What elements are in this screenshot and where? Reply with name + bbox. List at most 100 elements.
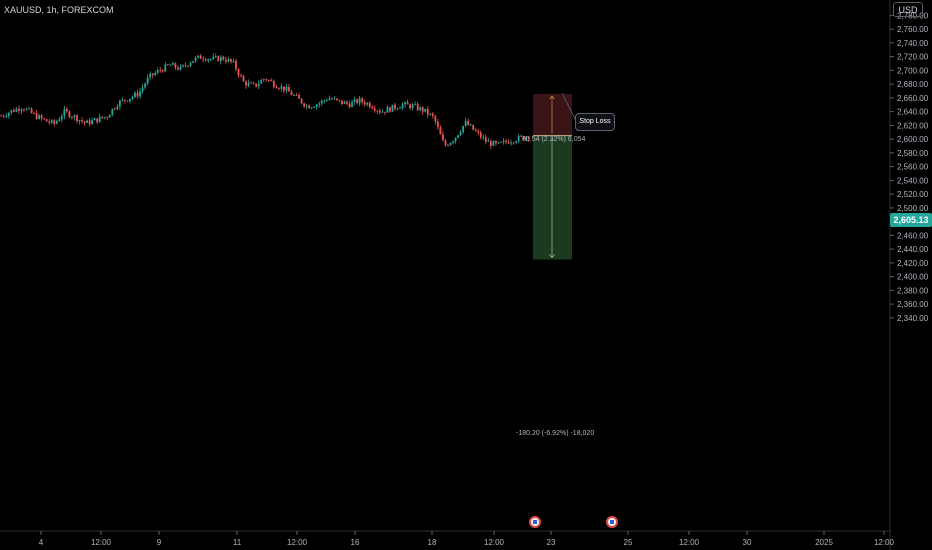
candle-body: [356, 99, 359, 104]
candle-body: [310, 107, 313, 109]
candle-body: [146, 77, 149, 84]
candle-body: [169, 64, 172, 66]
price-tick-label: 2,560.00: [897, 163, 929, 172]
candle-body: [267, 79, 270, 81]
time-tick-label: 30: [743, 538, 752, 547]
candle-body: [454, 137, 457, 142]
candle-body: [149, 73, 152, 78]
candle-body: [136, 92, 139, 97]
candle-body: [144, 83, 147, 88]
candle-body: [116, 106, 119, 109]
price-tick-label: 2,420.00: [897, 259, 929, 268]
candle-body: [336, 98, 338, 100]
candle-body: [12, 110, 15, 112]
time-tick-label: 12:00: [287, 538, 308, 547]
candle-body: [482, 137, 485, 139]
candle-body: [192, 61, 194, 63]
candle-body: [414, 104, 417, 105]
candle-body: [250, 82, 253, 84]
candle-body: [313, 107, 316, 108]
candle-body: [399, 107, 401, 109]
candle-body: [275, 86, 278, 89]
candle-body: [78, 120, 81, 122]
candle-body: [71, 117, 73, 118]
time-tick-label: 25: [624, 538, 633, 547]
price-tick-label: 2,640.00: [897, 108, 929, 117]
price-tick-label: 2,700.00: [897, 66, 929, 75]
candle-body: [242, 75, 245, 82]
time-tick-label: 12:00: [484, 538, 505, 547]
candle-body: [151, 73, 154, 76]
candle-body: [298, 95, 300, 99]
candle-body: [179, 66, 182, 70]
candle-body: [507, 141, 510, 144]
candle-body: [510, 142, 512, 144]
candle-body: [131, 96, 134, 99]
stop-loss-zone[interactable]: [533, 93, 572, 136]
candle-body: [421, 107, 424, 112]
take-profit-zone[interactable]: [533, 135, 572, 260]
price-tick-label: 2,740.00: [897, 39, 929, 48]
price-tick-label: 2,760.00: [897, 25, 929, 34]
candle-body: [391, 104, 394, 112]
candle-body: [63, 108, 66, 117]
candle-body: [58, 119, 61, 122]
candle-body: [404, 102, 406, 105]
candle-body: [439, 127, 442, 135]
candle-body: [525, 136, 528, 140]
flag-us-calendar-icon[interactable]: [529, 516, 541, 528]
candle-body: [348, 103, 351, 108]
candle-body: [230, 59, 232, 62]
candle-body: [164, 64, 167, 72]
candle-body: [325, 100, 328, 102]
candle-body: [197, 55, 200, 58]
candle-body: [396, 108, 399, 110]
price-axis[interactable]: 2,780.00 2,760.00 2,740.00 2,720.00 2,700.00…: [890, 11, 929, 323]
short-position-tool[interactable]: [533, 92, 581, 260]
price-tick-label: 2,720.00: [897, 53, 929, 62]
candle-body: [121, 99, 124, 101]
candle-body: [358, 98, 361, 104]
price-tick-label: 2,620.00: [897, 121, 929, 130]
candle-body: [194, 57, 197, 62]
candle-body: [86, 120, 88, 123]
plot-area[interactable]: [0, 53, 581, 260]
candle-body: [383, 111, 386, 113]
candle-body: [2, 115, 5, 117]
time-tick-label: 12:00: [91, 538, 112, 547]
candle-body: [232, 60, 235, 62]
price-tick-label: 2,500.00: [897, 204, 929, 213]
candle-body: [166, 64, 169, 66]
price-tick-label: 2,400.00: [897, 273, 929, 282]
candle-body: [411, 104, 414, 109]
candle-body: [245, 81, 247, 86]
candle-body: [462, 125, 465, 133]
flag-us-calendar-icon[interactable]: [606, 516, 618, 528]
candle-body: [154, 72, 157, 76]
candle-body: [452, 141, 454, 143]
candle-body: [330, 98, 333, 100]
symbol-title[interactable]: XAUUSD, 1h, FOREXCOM: [4, 5, 114, 15]
candle-body: [35, 113, 38, 119]
candle-body: [378, 110, 381, 113]
candle-body: [161, 70, 164, 72]
price-tick-label: 2,580.00: [897, 149, 929, 158]
price-tick-label: 2,380.00: [897, 286, 929, 295]
candle-body: [343, 101, 346, 104]
price-tick-label: 2,780.00: [897, 11, 929, 20]
candle-body: [495, 141, 497, 144]
candle-body: [237, 69, 240, 76]
candle-body: [111, 108, 114, 115]
candle-body: [300, 98, 303, 104]
time-axis[interactable]: 4 12:00 9 11 12:00 16 18 12:00 23 25 12:00 30 2025 12…: [39, 531, 895, 547]
stop-loss-bubble[interactable]: Stop Loss: [575, 113, 615, 131]
candle-body: [318, 103, 321, 105]
candle-body: [156, 69, 159, 73]
currency-button[interactable]: USD: [893, 2, 923, 17]
candle-body: [328, 98, 331, 101]
time-tick-label: 11: [233, 538, 242, 547]
candle-body: [371, 106, 374, 109]
candle-body: [467, 120, 470, 126]
candle-body: [98, 116, 101, 123]
